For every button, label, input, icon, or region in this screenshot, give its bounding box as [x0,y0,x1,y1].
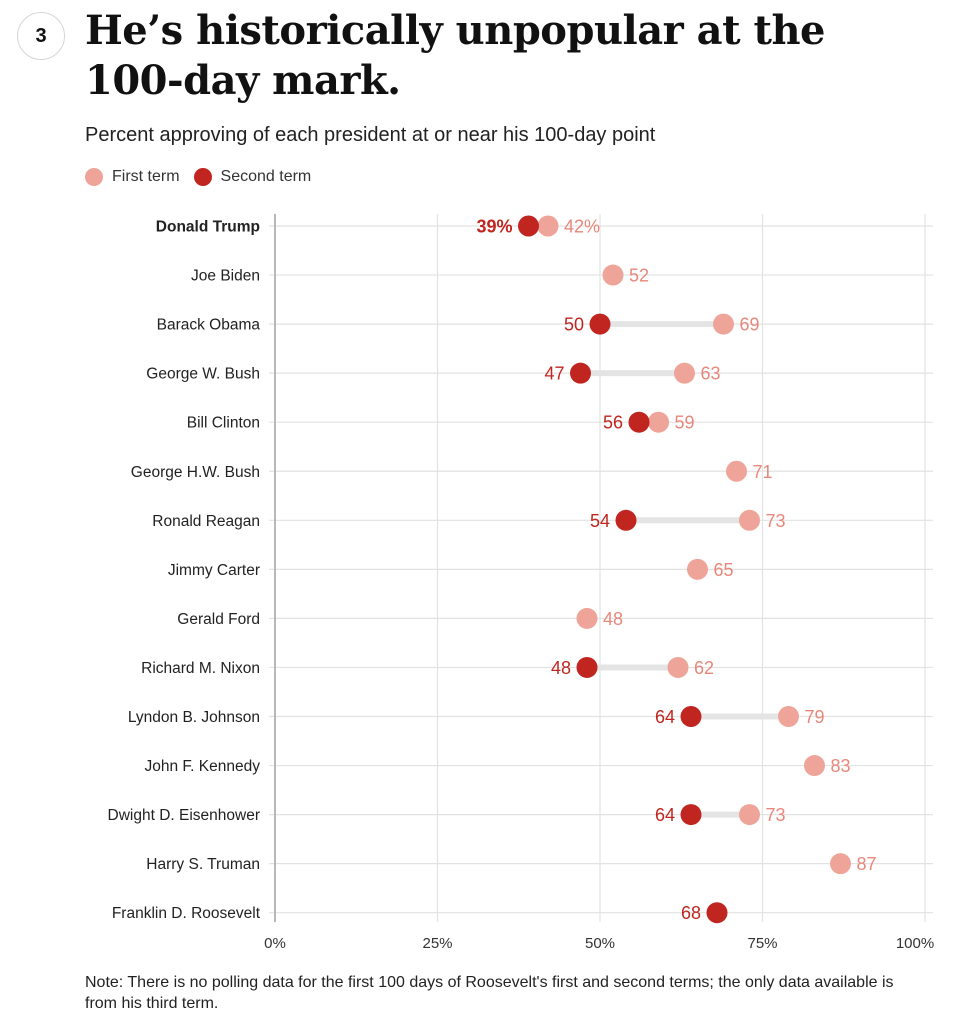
first-term-dot [778,706,799,727]
president-label: John F. Kennedy [145,758,261,775]
second-term-value-label: 64 [655,805,675,825]
second-term-dot [680,706,702,727]
president-label: Gerald Ford [177,611,260,628]
first-term-value-label: 52 [629,266,649,286]
second-term-dot [706,902,728,924]
chart-legend: First term Second term [85,168,325,186]
first-term-dot [739,804,760,826]
chart-subtitle: Percent approving of each president at o… [85,124,656,146]
president-label: Dwight D. Eisenhower [108,807,260,824]
first-term-dot [830,853,851,875]
first-term-value-label: 87 [857,854,877,874]
second-term-value-label: 39% [476,217,512,237]
second-term-value-label: 47 [544,364,564,384]
second-term-value-label: 64 [655,707,675,727]
second-term-dot [518,215,539,237]
x-tick-label: 25% [422,935,452,952]
first-term-value-label: 79 [805,707,825,727]
x-tick-label: 75% [747,935,777,952]
president-label: Joe Biden [191,268,260,285]
first-term-dot [739,509,760,531]
x-tick-label: 50% [585,935,615,952]
president-label: Franklin D. Roosevelt [112,905,261,922]
first-term-dot [687,558,708,580]
second-term-swatch-icon [193,168,212,186]
section-number-badge: 3 [17,12,65,60]
second-term-value-label: 50 [564,315,584,335]
first-term-value-label: 83 [831,756,851,776]
second-term-value-label: 54 [590,511,610,531]
legend-label-first-term: First term [112,168,180,185]
x-tick-label: 0% [264,935,286,952]
x-tick-label: 100% [896,935,934,952]
president-label: Donald Trump [156,219,260,236]
second-term-value-label: 56 [603,413,623,433]
first-term-dot [648,411,669,433]
second-term-dot [576,656,598,678]
first-term-value-label: 42% [564,217,600,237]
first-term-dot [537,215,559,237]
president-label: Harry S. Truman [146,856,260,873]
first-term-value-label: 71 [753,462,773,482]
legend-item-second-term: Second term [193,168,312,186]
first-term-value-label: 48 [603,609,623,629]
president-label: Ronald Reagan [152,513,260,530]
first-term-value-label: 69 [740,315,760,335]
first-term-swatch-icon [85,168,103,186]
first-term-dot [576,607,598,629]
second-term-value-label: 48 [551,658,571,678]
dot-plot-chart: 0% 25% 50% 75% 100% Donald Trump 42% 39% Joe Bid… [108,214,934,952]
president-label: Bill Clinton [187,415,260,432]
page-title: He’s historically unpopular at the 100-d… [85,7,825,104]
president-label: George H.W. Bush [131,464,260,481]
second-term-dot [615,509,637,531]
second-term-dot [570,362,591,384]
legend-item-first-term: First term [85,168,180,186]
first-term-value-label: 59 [675,413,695,433]
first-term-value-label: 63 [701,364,721,384]
second-term-value-label: 68 [681,903,701,923]
first-term-dot [602,264,624,286]
second-term-dot [589,313,611,335]
legend-label-second-term: Second term [220,168,312,185]
president-label: Jimmy Carter [168,562,260,579]
chart-note: Note: There is no polling data for the f… [85,974,894,1012]
first-term-value-label: 65 [714,560,734,580]
president-label: George W. Bush [146,366,260,383]
first-term-value-label: 73 [766,805,786,825]
president-label: Richard M. Nixon [141,660,260,677]
first-term-dot [667,656,689,678]
first-term-value-label: 62 [694,658,714,678]
first-term-dot [804,755,825,777]
president-label: Barack Obama [157,317,261,334]
second-term-dot [628,411,650,433]
first-term-dot [726,460,747,482]
first-term-dot [674,362,695,384]
first-term-dot [713,313,734,335]
second-term-dot [680,804,702,826]
president-label: Lyndon B. Johnson [128,709,260,726]
first-term-value-label: 73 [766,511,786,531]
